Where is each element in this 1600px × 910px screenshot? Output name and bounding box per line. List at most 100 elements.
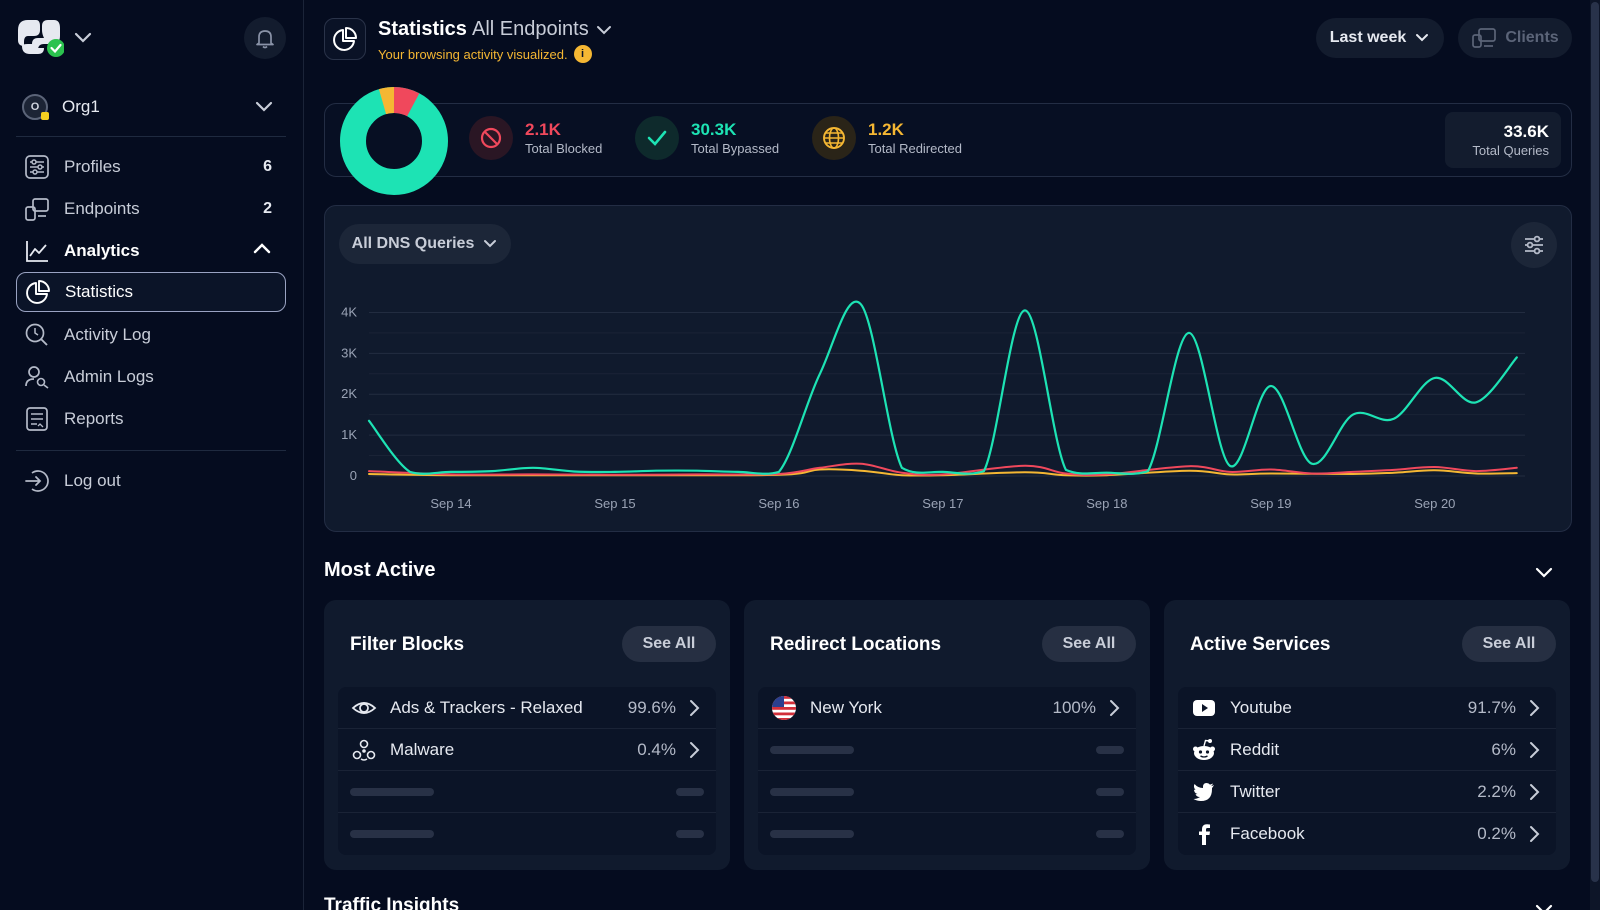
item-name: Reddit xyxy=(1230,739,1280,759)
list-item[interactable]: Twitter 2.2% xyxy=(1178,771,1556,813)
sidebar-divider xyxy=(16,450,286,451)
item-percent: 6% xyxy=(1491,739,1516,759)
sidebar-item-label: Statistics xyxy=(65,282,134,301)
logout-button[interactable]: Log out xyxy=(16,461,286,501)
scroll-thumb[interactable] xyxy=(1591,2,1599,882)
redirected-label: Total Redirected xyxy=(868,141,962,156)
biohazard-icon xyxy=(350,736,378,764)
time-range-dropdown[interactable]: Last week xyxy=(1316,18,1444,58)
chevron-down-icon xyxy=(1416,34,1429,42)
sidebar-item-reports[interactable]: Reports xyxy=(16,399,286,439)
placeholder-row xyxy=(758,771,1136,813)
list-item[interactable]: Youtube 91.7% xyxy=(1178,687,1556,729)
summary-bar: 2.1K Total Blocked 30.3K Total Bypassed … xyxy=(324,87,1572,195)
brand-logo[interactable] xyxy=(14,16,65,58)
logout-label: Log out xyxy=(64,471,121,490)
chart-settings-button[interactable] xyxy=(1511,222,1557,268)
us-flag-icon xyxy=(770,694,798,722)
org-name: Org1 xyxy=(62,97,100,116)
sidebar-item-label: Profiles xyxy=(64,157,121,176)
logout-icon xyxy=(24,468,50,494)
info-icon[interactable]: i xyxy=(573,45,592,63)
item-percent: 0.2% xyxy=(1477,824,1516,843)
page-subtitle: Your browsing activity visualized. i xyxy=(378,45,592,63)
item-name: Facebook xyxy=(1230,824,1305,843)
query-type-dropdown[interactable]: All DNS Queries xyxy=(339,224,511,264)
bypassed-value: 30.3K xyxy=(691,120,737,139)
chevron-down-icon xyxy=(484,240,497,248)
org-avatar-initial: O xyxy=(30,101,40,113)
card-title: Active Services xyxy=(1190,634,1331,655)
sidebar-item-label: Endpoints xyxy=(64,199,140,218)
sidebar-item-activity-log[interactable]: Activity Log xyxy=(16,315,286,355)
y-tick-label: 4K xyxy=(341,304,357,319)
reddit-icon xyxy=(1190,736,1218,764)
list-item[interactable]: Ads & Trackers - Relaxed 99.6% xyxy=(338,687,716,729)
clients-button[interactable]: Clients xyxy=(1458,18,1572,58)
list-item[interactable]: Reddit 6% xyxy=(1178,729,1556,771)
blocked-value: 2.1K xyxy=(525,120,561,139)
chevron-down-icon[interactable] xyxy=(1532,897,1556,910)
stat-total: 33.6K Total Queries xyxy=(1445,112,1561,168)
item-name: Twitter xyxy=(1230,781,1281,801)
scrollbar[interactable] xyxy=(1590,0,1600,910)
endpoint-scope-label: All Endpoints xyxy=(472,18,589,40)
endpoint-scope-dropdown[interactable]: All Endpoints xyxy=(472,18,613,41)
see-all-button[interactable]: See All xyxy=(1462,626,1556,662)
org-selector[interactable]: O Org1 xyxy=(22,90,284,124)
card-title: Redirect Locations xyxy=(770,634,942,655)
total-label: Total Queries xyxy=(1472,143,1549,158)
redirect-locations-card: Redirect Locations See All xyxy=(744,600,1150,870)
sidebar-item-admin-logs[interactable]: Admin Logs xyxy=(16,357,286,397)
chevron-right-icon xyxy=(690,700,700,716)
list-item[interactable]: Facebook 0.2% xyxy=(1178,813,1556,855)
main-content: Statistics All Endpoints Your browsing a… xyxy=(304,0,1600,910)
sidebar-item-profiles[interactable]: Profiles 6 xyxy=(16,147,286,187)
list-item[interactable]: New York 100% xyxy=(758,687,1136,729)
sidebar-item-analytics[interactable]: Analytics xyxy=(16,231,286,271)
x-tick-label: Sep 17 xyxy=(922,496,963,511)
sidebar-item-count: 6 xyxy=(263,158,272,175)
notifications-button[interactable] xyxy=(244,17,286,59)
placeholder-row xyxy=(338,771,716,813)
most-active-title: Most Active xyxy=(324,559,436,581)
chevron-right-icon xyxy=(1530,700,1540,716)
sidebar-item-endpoints[interactable]: Endpoints 2 xyxy=(16,189,286,229)
list-item[interactable]: Malware 0.4% xyxy=(338,729,716,771)
query-breakdown-donut xyxy=(340,87,448,195)
globe-icon xyxy=(812,116,856,160)
x-tick-label: Sep 20 xyxy=(1414,496,1455,511)
twitter-icon xyxy=(1190,778,1218,806)
sidebar-divider xyxy=(16,136,286,137)
stat-blocked: 2.1K Total Blocked xyxy=(469,116,602,160)
placeholder-row xyxy=(338,813,716,855)
chevron-right-icon xyxy=(1530,784,1540,800)
sidebar: O Org1 Profiles 6 Endpoints 2 Analytics … xyxy=(0,0,304,910)
redirected-value: 1.2K xyxy=(868,120,904,139)
chevron-down-icon[interactable] xyxy=(72,26,94,48)
item-percent: 2.2% xyxy=(1477,781,1516,801)
sidebar-item-count: 2 xyxy=(263,200,272,217)
chevron-up-icon xyxy=(252,239,272,264)
pie-chart-icon xyxy=(324,18,366,60)
traffic-insights-title: Traffic Insights xyxy=(324,895,460,910)
devices-icon xyxy=(1472,28,1497,48)
chevron-right-icon xyxy=(1110,700,1120,716)
bypassed-label: Total Bypassed xyxy=(691,141,780,156)
see-all-button[interactable]: See All xyxy=(1042,626,1136,662)
item-percent: 91.7% xyxy=(1467,697,1516,717)
item-percent: 100% xyxy=(1052,697,1096,717)
user-search-icon xyxy=(24,364,50,390)
sidebar-item-statistics[interactable]: Statistics xyxy=(16,272,286,312)
stat-bypassed: 30.3K Total Bypassed xyxy=(635,116,779,160)
youtube-icon xyxy=(1190,694,1218,722)
card-title: Filter Blocks xyxy=(350,634,465,655)
chevron-down-icon[interactable] xyxy=(1532,560,1556,584)
time-range-label: Last week xyxy=(1329,29,1407,46)
sidebar-item-label: Analytics xyxy=(64,241,140,260)
placeholder-row xyxy=(758,813,1136,855)
chevron-right-icon xyxy=(1530,826,1540,842)
x-tick-label: Sep 14 xyxy=(430,496,471,511)
see-all-button[interactable]: See All xyxy=(622,626,716,662)
report-icon xyxy=(24,406,50,432)
